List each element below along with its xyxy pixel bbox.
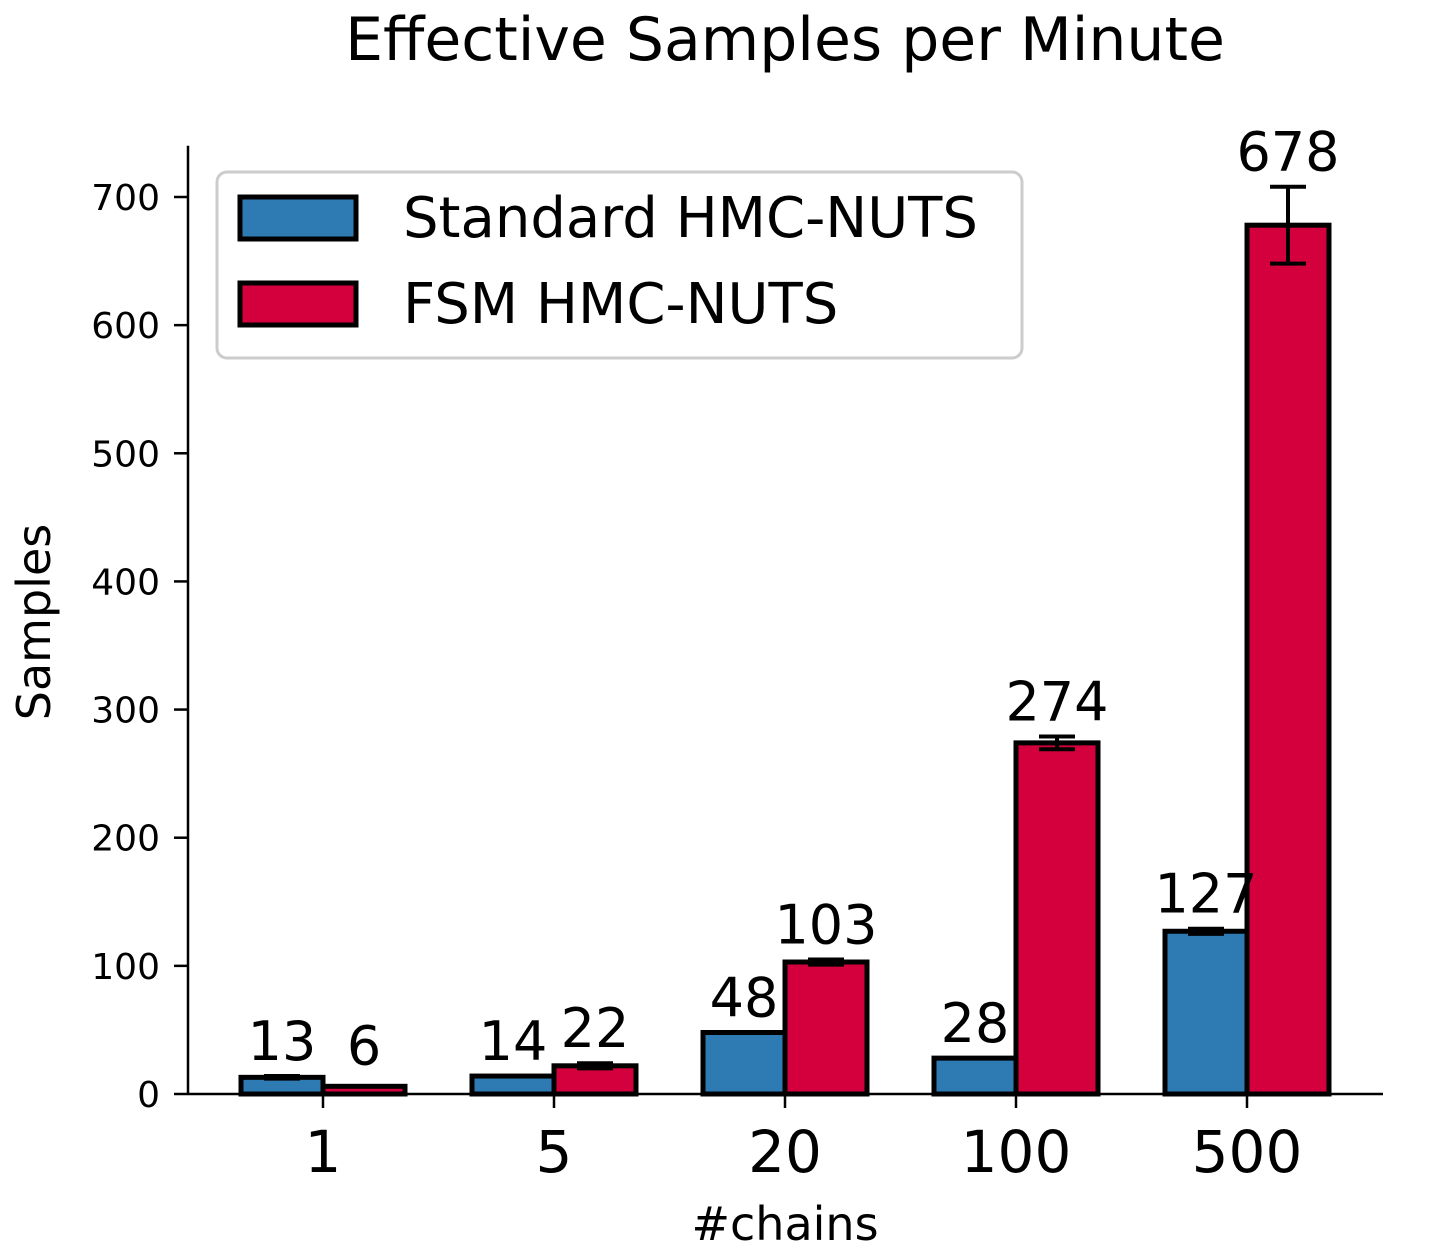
- legend-swatch: [237, 194, 359, 242]
- x-tick-label: 1: [305, 1118, 342, 1186]
- data-label: 103: [774, 893, 877, 956]
- axes: [186, 145, 1383, 1096]
- data-label: 28: [941, 992, 1010, 1055]
- y-axis-label: Samples: [7, 524, 61, 720]
- data-label: 678: [1236, 121, 1339, 184]
- x-axis-label: #chains: [691, 1197, 878, 1251]
- bar-standard-hmc-nuts: [931, 1055, 1019, 1097]
- data-label: 127: [1154, 863, 1257, 926]
- x-tick-label: 5: [536, 1118, 573, 1186]
- legend-label: Standard HMC-NUTS: [403, 186, 978, 251]
- legend-swatch: [237, 280, 359, 328]
- axis-ticks: 0 100 200 300 400 500 600 700 1 5 20 100 500: [91, 178, 1302, 1186]
- bar-standard-hmc-nuts: [700, 1029, 788, 1097]
- legend: Standard HMC-NUTS FSM HMC-NUTS: [215, 170, 1024, 360]
- data-label: 22: [561, 997, 630, 1060]
- y-tick-label: 200: [91, 819, 160, 860]
- bars: [238, 184, 1332, 1097]
- legend-label: FSM HMC-NUTS: [403, 272, 838, 337]
- bar-standard-hmc-nuts: [1162, 928, 1250, 1097]
- bar-fsm-hmc-nuts: [1013, 740, 1101, 1097]
- bar-standard-hmc-nuts: [469, 1073, 557, 1097]
- y-tick-label: 300: [91, 691, 160, 732]
- x-tick-label: 100: [961, 1118, 1072, 1186]
- y-tick-label: 600: [91, 306, 160, 347]
- y-tick-label: 400: [91, 562, 160, 603]
- bar-fsm-hmc-nuts: [1244, 222, 1332, 1097]
- data-label: 48: [710, 966, 779, 1029]
- data-label: 13: [248, 1010, 317, 1073]
- data-label: 6: [347, 1014, 381, 1077]
- x-tick-label: 500: [1192, 1118, 1303, 1186]
- y-tick-label: 500: [91, 434, 160, 475]
- legend-box: [215, 170, 1024, 360]
- y-tick-label: 100: [91, 947, 160, 988]
- data-label: 274: [1005, 670, 1108, 733]
- x-tick-label: 20: [748, 1118, 822, 1186]
- chart-title: Effective Samples per Minute: [345, 5, 1225, 75]
- y-tick-label: 700: [91, 178, 160, 219]
- bar-labels: 13 14 48 28 127 6 22 103 274 678: [248, 121, 1340, 1078]
- bar-fsm-hmc-nuts: [782, 959, 870, 1097]
- data-label: 14: [479, 1010, 548, 1073]
- y-tick-label: 0: [137, 1075, 160, 1116]
